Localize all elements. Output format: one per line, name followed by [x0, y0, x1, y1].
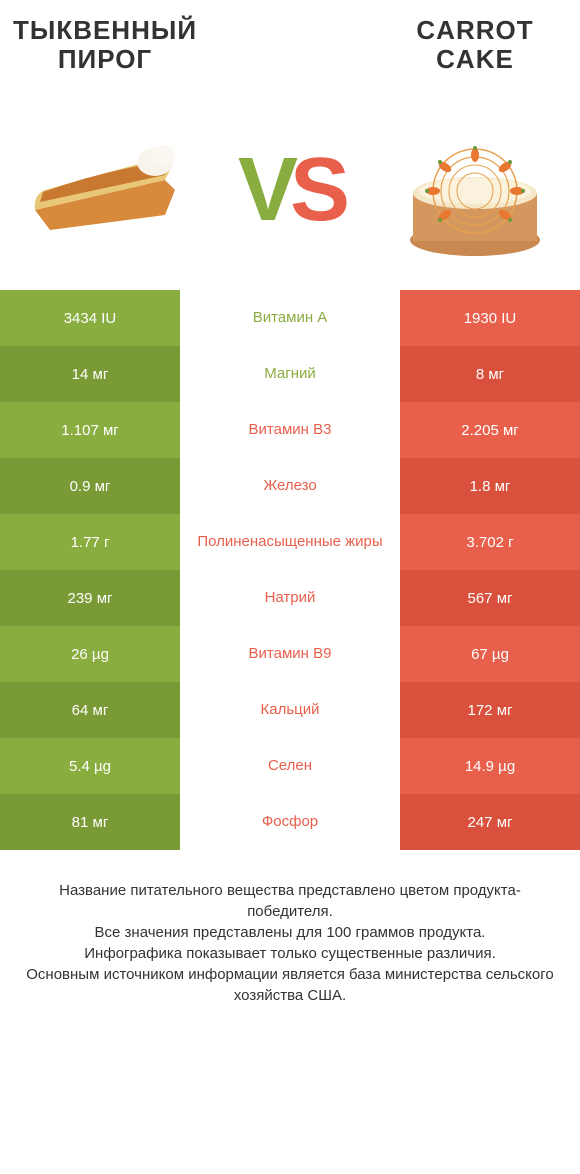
table-row: 81 мгФосфор247 мг [0, 794, 580, 850]
table-row: 64 мгКальций172 мг [0, 682, 580, 738]
nutrient-label: Натрий [180, 570, 400, 626]
nutrient-label: Железо [180, 458, 400, 514]
header: ТЫКВЕННЫЙ ПИРОГ CARROT CAKE [0, 0, 580, 90]
vs-v: V [238, 145, 290, 235]
right-value: 567 мг [400, 570, 580, 626]
vs-label: VS [210, 145, 370, 235]
right-value: 1.8 мг [400, 458, 580, 514]
table-row: 14 мгМагний8 мг [0, 346, 580, 402]
right-value: 67 µg [400, 626, 580, 682]
right-value: 2.205 мг [400, 402, 580, 458]
footer-notes: Название питательного вещества представл… [0, 850, 580, 1006]
table-row: 26 µgВитамин B967 µg [0, 626, 580, 682]
footer-line: Все значения представлены для 100 граммо… [20, 922, 560, 943]
table-row: 239 мгНатрий567 мг [0, 570, 580, 626]
table-row: 1.107 мгВитамин B32.205 мг [0, 402, 580, 458]
footer-line: Основным источником информации является … [20, 964, 560, 1006]
right-value: 14.9 µg [400, 738, 580, 794]
right-value: 8 мг [400, 346, 580, 402]
nutrient-label: Полиненасыщенные жиры [180, 514, 400, 570]
comparison-table: 3434 IUВитамин A1930 IU14 мгМагний8 мг1.… [0, 290, 580, 850]
right-value: 172 мг [400, 682, 580, 738]
nutrient-label: Кальций [180, 682, 400, 738]
left-value: 3434 IU [0, 290, 180, 346]
left-value: 5.4 µg [0, 738, 180, 794]
right-value: 247 мг [400, 794, 580, 850]
footer-line: Название питательного вещества представл… [20, 880, 560, 922]
nutrient-label: Витамин B9 [180, 626, 400, 682]
left-value: 26 µg [0, 626, 180, 682]
table-row: 1.77 гПолиненасыщенные жиры3.702 г [0, 514, 580, 570]
left-value: 64 мг [0, 682, 180, 738]
right-product-image [370, 90, 580, 290]
right-value: 1930 IU [400, 290, 580, 346]
image-row: VS [0, 90, 580, 290]
left-value: 239 мг [0, 570, 180, 626]
nutrient-label: Витамин A [180, 290, 400, 346]
right-value: 3.702 г [400, 514, 580, 570]
nutrient-label: Фосфор [180, 794, 400, 850]
left-value: 1.107 мг [0, 402, 180, 458]
left-value: 81 мг [0, 794, 180, 850]
right-product-title: CARROT CAKE [370, 16, 580, 73]
nutrient-label: Витамин B3 [180, 402, 400, 458]
left-value: 1.77 г [0, 514, 180, 570]
footer-line: Инфографика показывает только существенн… [20, 943, 560, 964]
table-row: 3434 IUВитамин A1930 IU [0, 290, 580, 346]
left-product-title: ТЫКВЕННЫЙ ПИРОГ [0, 16, 210, 73]
nutrient-label: Селен [180, 738, 400, 794]
vs-s: S [290, 145, 342, 235]
table-row: 0.9 мгЖелезо1.8 мг [0, 458, 580, 514]
left-value: 0.9 мг [0, 458, 180, 514]
table-row: 5.4 µgСелен14.9 µg [0, 738, 580, 794]
nutrient-label: Магний [180, 346, 400, 402]
left-value: 14 мг [0, 346, 180, 402]
left-product-image [0, 90, 210, 290]
